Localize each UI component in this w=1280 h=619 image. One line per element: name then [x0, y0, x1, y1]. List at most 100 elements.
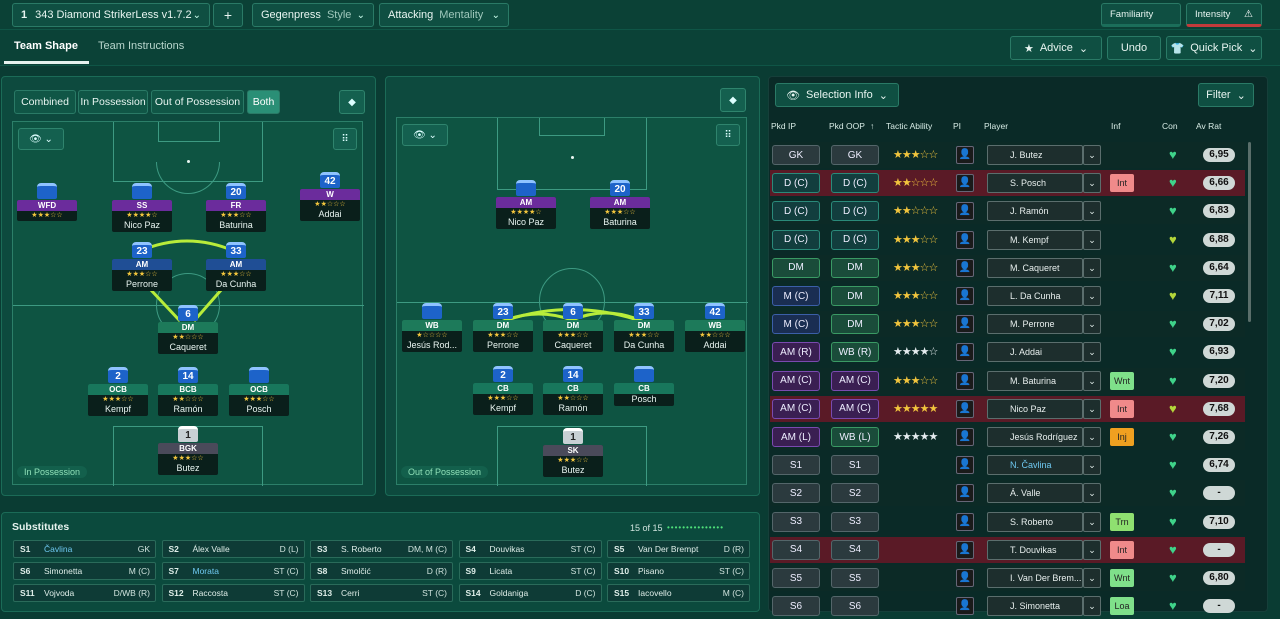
player-select[interactable]: S. Posch: [987, 173, 1083, 194]
chevron-down-icon[interactable]: ⌄: [1083, 539, 1101, 560]
player-select[interactable]: M. Baturina: [987, 370, 1083, 391]
table-row[interactable]: AM (L) WB (L) ★★★★★ 👤 Jesús Rodríguez ⌄ Inj ♥ 7,…: [770, 424, 1245, 450]
player-instructions-icon[interactable]: 👤: [956, 597, 974, 616]
pkd-oop-position[interactable]: S2: [831, 483, 879, 504]
pkd-oop-position[interactable]: D (C): [831, 173, 879, 194]
col-pi[interactable]: PI: [953, 121, 962, 131]
table-row[interactable]: AM (C) AM (C) ★★★☆☆ 👤 M. Baturina ⌄ Wnt ♥ 7,20: [770, 367, 1245, 394]
pkd-oop-position[interactable]: S1: [831, 455, 879, 476]
player-instructions-icon[interactable]: 👤: [956, 512, 974, 531]
chevron-down-icon[interactable]: ⌄: [1083, 511, 1101, 532]
player-instructions-icon[interactable]: 👤: [956, 343, 974, 362]
visibility-toggle[interactable]: 👁 ⌄: [18, 128, 64, 150]
table-row[interactable]: S4 S4 👤 T. Douvikas ⌄ Int ♥ -: [770, 536, 1245, 563]
col-tactic-ability[interactable]: Tactic Ability: [886, 121, 933, 131]
substitute-item[interactable]: S14 Goldaniga D (C): [458, 584, 602, 602]
pkd-oop-position[interactable]: S6: [831, 596, 879, 617]
player-select[interactable]: L. Da Cunha: [987, 286, 1083, 306]
pkd-oop-position[interactable]: DM: [831, 257, 879, 278]
layout-icon[interactable]: ◆: [339, 90, 365, 114]
layout-icon[interactable]: ◆: [720, 88, 746, 112]
advice-button[interactable]: ★ Advice ⌄: [1010, 36, 1102, 60]
col-pkd-ip[interactable]: Pkd IP: [771, 121, 797, 131]
pkd-oop-position[interactable]: AM (C): [831, 370, 879, 391]
pkd-oop-position[interactable]: S4: [831, 539, 879, 560]
pkd-oop-position[interactable]: S3: [831, 511, 879, 532]
table-row[interactable]: S1 S1 👤 N. Čavlina ⌄ ♥ 6,74: [770, 452, 1245, 478]
chevron-down-icon[interactable]: ⌄: [1083, 342, 1101, 363]
substitute-item[interactable]: S13 Cerri ST (C): [310, 584, 453, 602]
table-row[interactable]: S2 S2 👤 Á. Valle ⌄ ♥ -: [770, 480, 1245, 507]
player-select[interactable]: M. Kempf: [987, 229, 1083, 250]
pkd-ip-position[interactable]: D (C): [772, 173, 820, 194]
pkd-ip-position[interactable]: D (C): [772, 201, 820, 222]
player-instructions-icon[interactable]: 👤: [956, 540, 974, 559]
pkd-ip-position[interactable]: S5: [772, 568, 820, 588]
player-token[interactable]: SS ★★★★☆ Nico Paz: [112, 183, 172, 232]
player-instructions-icon[interactable]: 👤: [956, 428, 974, 446]
familiarity-meter[interactable]: Familiarity: [1101, 3, 1181, 27]
chevron-down-icon[interactable]: ⌄: [1083, 455, 1101, 476]
grid-icon[interactable]: ⠿: [333, 128, 357, 150]
pkd-ip-position[interactable]: D (C): [772, 229, 820, 250]
table-row[interactable]: D (C) D (C) ★★☆☆☆ 👤 J. Ramón ⌄ ♥ 6,83: [770, 198, 1245, 225]
player-token[interactable]: 42 WB ★★☆☆☆ Addai: [685, 303, 745, 352]
undo-button[interactable]: Undo: [1107, 36, 1161, 60]
chevron-down-icon[interactable]: ⌄: [1083, 596, 1101, 617]
player-token[interactable]: 14 CB ★★☆☆☆ Ramón: [543, 366, 603, 415]
player-select[interactable]: N. Čavlina: [987, 455, 1083, 476]
pkd-ip-position[interactable]: S6: [772, 596, 820, 617]
substitute-item[interactable]: S8 Smolčić D (R): [310, 562, 453, 580]
player-select[interactable]: J. Ramón: [987, 201, 1083, 222]
chevron-down-icon[interactable]: ⌄: [1083, 257, 1101, 278]
table-row[interactable]: D (C) D (C) ★★☆☆☆ 👤 S. Posch ⌄ Int ♥ 6,66: [770, 170, 1245, 197]
player-token[interactable]: 33 AM ★★★☆☆ Da Cunha: [206, 242, 266, 291]
pkd-oop-position[interactable]: D (C): [831, 229, 879, 250]
player-token[interactable]: 20 FR ★★★☆☆ Baturina: [206, 183, 266, 232]
table-row[interactable]: S6 S6 👤 J. Simonetta ⌄ Loa ♥ -: [770, 593, 1245, 619]
player-token[interactable]: CB Posch: [614, 366, 674, 406]
pkd-ip-position[interactable]: M (C): [772, 314, 820, 335]
player-instructions-icon[interactable]: 👤: [956, 399, 974, 418]
player-select[interactable]: J. Butez: [987, 145, 1083, 165]
tab-team-instructions[interactable]: Team Instructions: [98, 40, 185, 52]
mentality-selector[interactable]: Attacking Mentality ⌄: [379, 3, 509, 27]
table-row[interactable]: S3 S3 👤 S. Roberto ⌄ Trn ♥ 7,10: [770, 509, 1245, 535]
segment-combined[interactable]: Combined: [14, 90, 76, 114]
player-token[interactable]: 33 DM ★★★☆☆ Da Cunha: [614, 303, 674, 352]
player-select[interactable]: S. Roberto: [987, 511, 1083, 532]
table-row[interactable]: AM (R) WB (R) ★★★★☆ 👤 J. Addai ⌄ ♥ 6,93: [770, 339, 1245, 365]
chevron-down-icon[interactable]: ⌄: [1083, 173, 1101, 194]
player-token[interactable]: 2 OCB ★★★☆☆ Kempf: [88, 367, 148, 416]
grid-icon[interactable]: ⠿: [716, 124, 740, 146]
scrollbar[interactable]: [1248, 142, 1251, 322]
col-pkd-oop[interactable]: Pkd OOP: [829, 121, 865, 131]
player-instructions-icon[interactable]: 👤: [956, 315, 974, 334]
pkd-ip-position[interactable]: AM (R): [772, 342, 820, 363]
chevron-down-icon[interactable]: ⌄: [1083, 427, 1101, 447]
table-row[interactable]: D (C) D (C) ★★★☆☆ 👤 M. Kempf ⌄ ♥ 6,88: [770, 227, 1245, 253]
segment-out-of-possession[interactable]: Out of Possession: [151, 90, 244, 114]
col-inf[interactable]: Inf: [1111, 121, 1121, 131]
pkd-ip-position[interactable]: M (C): [772, 286, 820, 306]
pkd-oop-position[interactable]: D (C): [831, 201, 879, 222]
tactic-selector[interactable]: 1 343 Diamond StrikerLess v1.7.2 ⌄: [12, 3, 210, 27]
substitute-item[interactable]: S4 Douvikas ST (C): [458, 540, 602, 558]
pkd-oop-position[interactable]: GK: [831, 145, 879, 165]
table-row[interactable]: M (C) DM ★★★☆☆ 👤 M. Perrone ⌄ ♥ 7,02: [770, 311, 1245, 338]
player-token[interactable]: 2 CB ★★★☆☆ Kempf: [473, 366, 533, 415]
player-select[interactable]: Á. Valle: [987, 483, 1083, 504]
chevron-down-icon[interactable]: ⌄: [1083, 286, 1101, 306]
substitute-item[interactable]: S1 Čavlina GK: [13, 540, 156, 558]
player-select[interactable]: T. Douvikas: [987, 539, 1083, 560]
player-token[interactable]: 1 BGK ★★★☆☆ Butez: [158, 426, 218, 475]
player-token[interactable]: 1 SK ★★★☆☆ Butez: [543, 428, 603, 477]
substitute-item[interactable]: S12 Raccosta ST (C): [161, 584, 305, 602]
pkd-ip-position[interactable]: DM: [772, 257, 820, 278]
substitute-item[interactable]: S9 Licata ST (C): [458, 562, 602, 580]
substitute-item[interactable]: S6 Simonetta M (C): [13, 562, 156, 580]
player-select[interactable]: I. Van Der Brem...: [987, 568, 1083, 588]
player-token[interactable]: 6 DM ★★★☆☆ Caqueret: [543, 303, 603, 352]
pkd-ip-position[interactable]: S1: [772, 455, 820, 476]
player-instructions-icon[interactable]: 👤: [956, 569, 974, 587]
